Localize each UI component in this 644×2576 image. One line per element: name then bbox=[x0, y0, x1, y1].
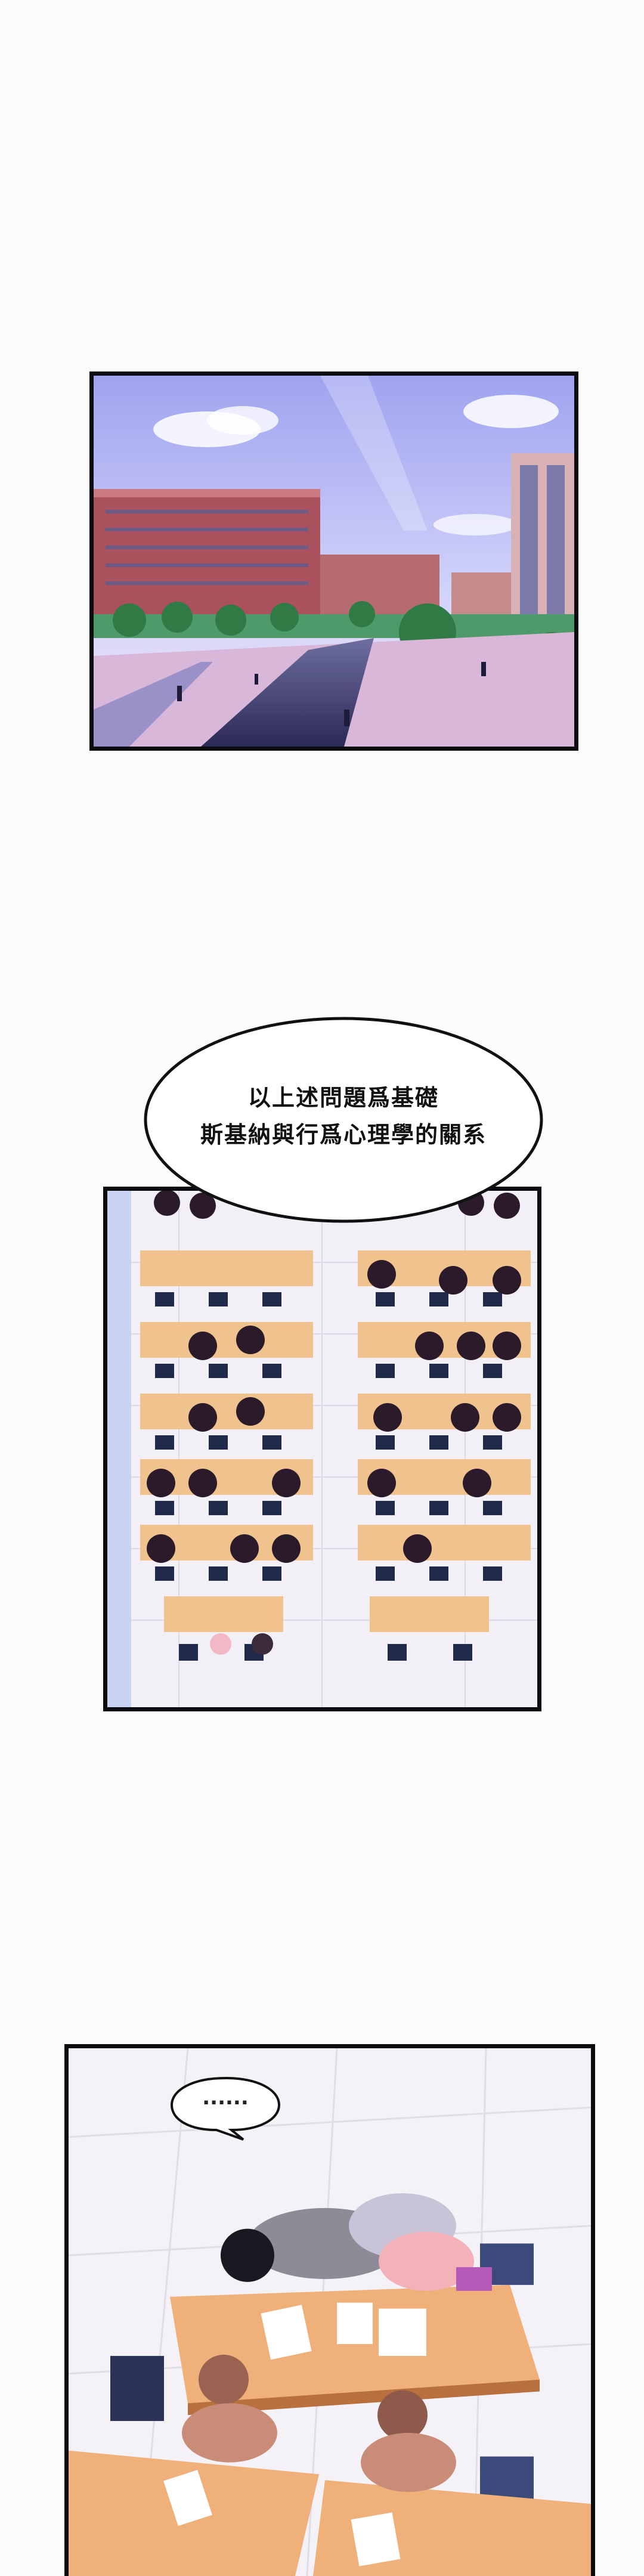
bubble-text-line-1: 以上述問題爲基礎 bbox=[247, 1085, 439, 1111]
ellipsis-speech-bubble: ...... bbox=[169, 2075, 282, 2141]
classroom-closeup-illustration bbox=[69, 2048, 591, 2576]
campus-panel bbox=[89, 371, 578, 751]
classroom-top-view-panel bbox=[103, 1187, 541, 1711]
narration-speech-bubble: 以上述問題爲基礎 斯基納與行爲心理學的關系 bbox=[141, 1014, 546, 1226]
classroom-closeup-panel bbox=[64, 2044, 595, 2576]
speech-bubble-shape bbox=[144, 1017, 543, 1223]
bubble-text-line-2: 斯基納與行爲心理學的關系 bbox=[200, 1122, 487, 1148]
ellipsis-text: ...... bbox=[202, 2086, 249, 2110]
classroom-illustration bbox=[107, 1191, 537, 1707]
campus-illustration bbox=[94, 376, 574, 747]
small-bubble-shape bbox=[170, 2076, 281, 2141]
